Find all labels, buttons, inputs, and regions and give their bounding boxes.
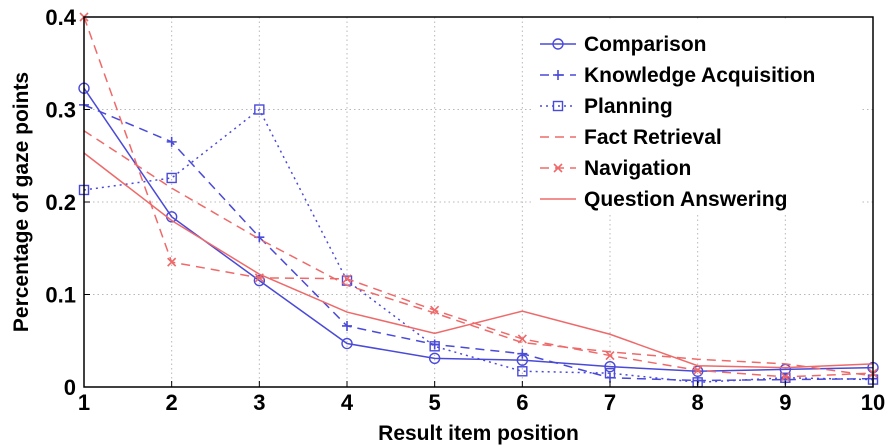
- x-tick-label: 2: [166, 390, 178, 415]
- legend-label: Planning: [584, 95, 673, 118]
- data-point: [166, 172, 177, 184]
- x-tick-label: 3: [253, 390, 265, 415]
- legend-label: Knowledge Acquisition: [584, 64, 815, 87]
- data-point: [254, 104, 265, 115]
- series-question-answering: [83, 152, 874, 369]
- data-point: [552, 38, 564, 50]
- legend-item: Comparison: [540, 33, 707, 56]
- legend-label: Comparison: [584, 33, 707, 56]
- data-point: [428, 352, 441, 365]
- data-point: [517, 334, 527, 344]
- data-point: [342, 320, 352, 331]
- series-line: [83, 152, 874, 369]
- data-point: [167, 257, 177, 267]
- x-tick-label: 10: [861, 390, 885, 415]
- data-point: [604, 367, 616, 379]
- y-axis-label: Percentage of gaze points: [10, 72, 33, 332]
- data-point: [341, 337, 353, 350]
- series-navigation: [79, 12, 878, 382]
- x-tick-label: 7: [604, 390, 616, 415]
- y-tick-label: 0.2: [45, 190, 76, 215]
- data-point: [430, 305, 440, 315]
- data-point: [553, 163, 563, 173]
- x-tick-label: 4: [341, 390, 354, 415]
- x-tick-label: 1: [78, 390, 90, 415]
- x-tick-label: 8: [692, 390, 704, 415]
- data-point: [693, 365, 703, 375]
- series-line: [83, 16, 874, 378]
- series-layer: [78, 12, 879, 388]
- x-tick-label: 6: [516, 390, 528, 415]
- legend-item: Navigation: [540, 157, 691, 180]
- x-tick-label: 9: [779, 390, 791, 415]
- data-point: [253, 274, 266, 287]
- series-line: [83, 104, 874, 382]
- legend-label: Fact Retrieval: [584, 126, 722, 149]
- series-fact-retrieval: [83, 130, 874, 377]
- legend-item: Knowledge Acquisition: [540, 64, 815, 87]
- axis-ticks: 1 2 3 4 5 6 7 8 9 10 0 0.1 0.2 0.3 0.4: [45, 5, 885, 415]
- legend-item: Planning: [540, 95, 673, 118]
- data-point: [552, 100, 564, 112]
- data-point: [342, 274, 352, 284]
- series-line: [83, 130, 874, 377]
- data-point: [429, 341, 440, 352]
- legend-item: Question Answering: [540, 188, 787, 211]
- legend: Comparison Knowledge Acquisition Planning F…: [532, 20, 862, 212]
- y-tick-label: 0.4: [45, 5, 76, 30]
- x-axis-label: Result item position: [378, 422, 579, 445]
- data-point: [780, 372, 790, 382]
- y-tick-label: 0: [64, 375, 76, 400]
- data-point: [166, 136, 177, 147]
- data-point: [604, 360, 616, 373]
- legend-label: Question Answering: [584, 188, 787, 211]
- data-point: [517, 348, 528, 359]
- series-line: [83, 108, 874, 384]
- data-point: [553, 70, 563, 80]
- y-tick-label: 0.1: [45, 283, 76, 308]
- data-point: [605, 350, 615, 361]
- data-point: [517, 366, 528, 377]
- legend-item: Fact Retrieval: [540, 126, 722, 149]
- y-tick-label: 0.3: [45, 98, 76, 123]
- x-tick-label: 5: [429, 390, 441, 415]
- legend-label: Navigation: [584, 157, 691, 180]
- legend-box: [532, 20, 862, 212]
